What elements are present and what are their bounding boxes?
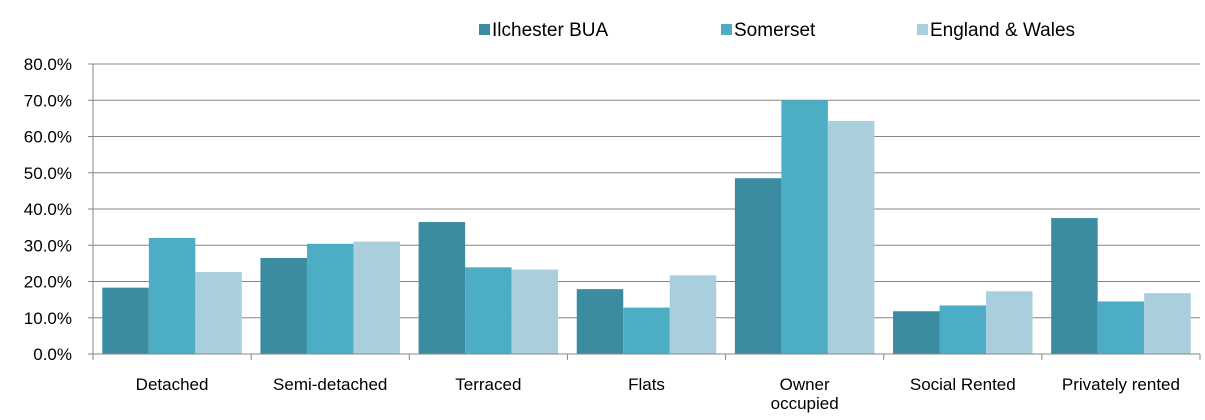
bar [734, 178, 782, 354]
bar [827, 120, 875, 354]
bar [353, 241, 400, 355]
bar [1144, 293, 1191, 354]
bar [623, 307, 670, 354]
y-tick-label: 30.0% [24, 236, 72, 255]
bar [418, 222, 466, 354]
y-tick-label: 10.0% [24, 309, 72, 328]
bar [781, 100, 828, 354]
bar [306, 243, 354, 354]
legend-label: Ilchester BUA [492, 20, 608, 41]
y-tick-label: 80.0% [24, 55, 72, 74]
bar [669, 275, 717, 354]
legend: Ilchester BUA Somerset England & Wales [479, 20, 1075, 41]
legend-swatch [917, 24, 928, 35]
gridlines [93, 63, 1200, 319]
x-tick-label: Terraced [455, 375, 521, 394]
bar [893, 311, 940, 354]
y-tick-label: 70.0% [24, 91, 72, 110]
bar [511, 269, 559, 354]
x-axis: Detached Semi-detached Terraced Flats Owner o… [92, 353, 1201, 413]
y-tick-label: 40.0% [24, 200, 72, 219]
y-tick-label: 20.0% [24, 273, 72, 292]
legend-swatch [721, 24, 732, 35]
x-tick-label: Privately rented [1062, 375, 1180, 394]
bar [148, 238, 196, 354]
x-tick-label: Detached [136, 375, 209, 394]
bar [1051, 218, 1098, 354]
bar [102, 287, 149, 354]
bars [102, 100, 1191, 355]
legend-label: England & Wales [930, 20, 1075, 41]
bar [465, 267, 512, 354]
bar [195, 272, 242, 354]
bar [986, 291, 1033, 354]
y-tick-label: 0.0% [33, 345, 72, 364]
x-tick-label: Semi-detached [273, 375, 387, 394]
bar [260, 257, 307, 354]
y-tick-label: 50.0% [24, 164, 72, 183]
legend-label: Somerset [734, 20, 816, 41]
y-axis: 0.0% 10.0% 20.0% 30.0% 40.0% 50.0% 60.0% 70.0% 8… [24, 55, 94, 364]
bar [939, 305, 987, 354]
legend-swatch [479, 24, 490, 35]
bar [1097, 301, 1145, 354]
x-tick-label: Social Rented [910, 375, 1016, 394]
bar [576, 289, 624, 354]
x-tick-label: Flats [628, 375, 665, 394]
y-tick-label: 60.0% [24, 128, 72, 147]
x-tick-label: Owner occupied [771, 375, 839, 413]
